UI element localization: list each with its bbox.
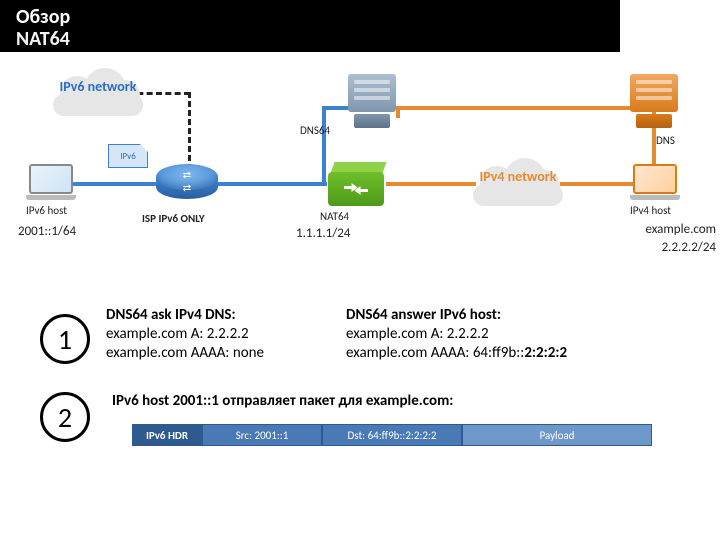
title-line1: Обзор xyxy=(16,6,604,28)
network-diagram: IPv6 network IPv4 network IPv6 IPv6 host… xyxy=(0,52,720,272)
step-2-badge: 2 xyxy=(40,392,90,442)
nat64-addr: 1.1.1.1/24 xyxy=(296,226,350,241)
ipv6-cloud: IPv6 network xyxy=(48,66,148,122)
isp-label: ISP IPv6 ONLY xyxy=(142,212,205,225)
ipv6-packet: IPv6 HDR Src: 2001::1 Dst: 64:ff9b::2:2:… xyxy=(132,424,652,446)
ipv4-host-label: IPv4 host xyxy=(630,204,671,217)
step-1-left: DNS64 ask IPv4 DNS: example.com A: 2.2.2… xyxy=(106,306,336,362)
title-bar: Обзор NAT64 xyxy=(0,0,620,52)
step-1-right: DNS64 answer IPv6 host: example.com A: 2… xyxy=(346,306,666,362)
nat64-label: NAT64 xyxy=(320,210,349,223)
step-1-badge: 1 xyxy=(40,314,90,364)
ipv4-host-icon xyxy=(630,164,680,200)
link-nat64-cloud xyxy=(386,182,476,186)
ipv4-cloud-label: IPv4 network xyxy=(468,170,568,185)
link-host-router xyxy=(66,182,166,186)
ipv6-host-icon xyxy=(26,164,76,200)
pkt-src: Src: 2001::1 xyxy=(202,424,322,446)
isp-router-icon: ⇄⇄ xyxy=(156,164,218,208)
ipv6-host-addr: 2001::1/64 xyxy=(18,224,76,239)
ipv4-host-domain: example.com xyxy=(616,222,716,237)
arrows-icon xyxy=(341,179,371,199)
nat64-icon xyxy=(328,162,388,206)
pkt-hdr: IPv6 HDR xyxy=(132,424,202,446)
link-dns64-stub xyxy=(396,106,400,118)
title-line2: NAT64 xyxy=(16,28,604,50)
link-router-nat64 xyxy=(212,182,327,186)
ipv6-host-label: IPv6 host xyxy=(26,204,67,217)
ipv6-tag: IPv6 xyxy=(108,144,148,168)
step-2-text: IPv6 host 2001::1 отправляет пакет для e… xyxy=(112,392,542,411)
link-dns64-dns-h xyxy=(396,106,656,110)
pkt-payload: Payload xyxy=(462,424,652,446)
dns64-label: DNS64 xyxy=(300,124,330,137)
pkt-dst: Dst: 64:ff9b::2:2:2:2 xyxy=(322,424,462,446)
ipv6-cloud-label: IPv6 network xyxy=(48,80,148,95)
ipv4-host-addr: 2.2.2.2/24 xyxy=(616,240,716,255)
dns-icon xyxy=(630,74,678,130)
ipv4-cloud: IPv4 network xyxy=(468,156,568,212)
link-router-cloud-v xyxy=(188,92,191,170)
link-vertical-dns64 xyxy=(322,106,326,186)
dns-label: DNS xyxy=(656,134,675,147)
dns64-icon xyxy=(348,74,396,130)
